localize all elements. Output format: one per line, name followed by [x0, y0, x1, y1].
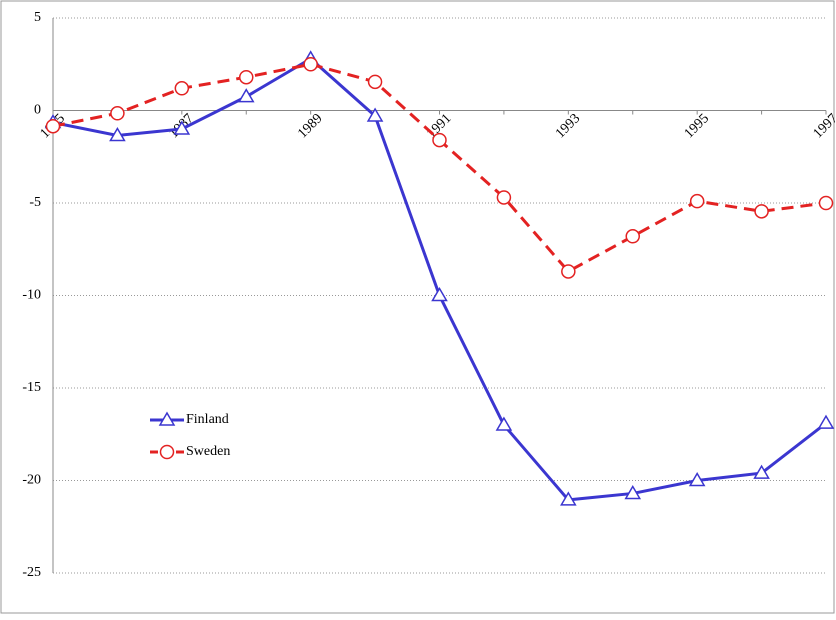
data-point — [366, 107, 384, 122]
y-tick-label: -5 — [29, 195, 41, 210]
y-tick-label: -10 — [22, 288, 41, 303]
data-point — [431, 287, 448, 302]
data-point — [560, 491, 577, 506]
data-point — [239, 69, 254, 85]
data-point — [496, 190, 512, 205]
data-point — [818, 195, 834, 211]
data-point — [688, 472, 706, 487]
data-point — [817, 414, 835, 429]
legend-marker — [159, 444, 175, 460]
data-point — [495, 416, 513, 431]
y-tick-label: -15 — [22, 380, 41, 395]
data-point — [237, 88, 255, 103]
y-tick-label: -25 — [22, 565, 41, 580]
data-point — [561, 264, 576, 279]
legend-label: Finland — [186, 412, 229, 427]
y-tick-label: 5 — [34, 10, 41, 25]
data-point — [753, 464, 770, 479]
data-point — [174, 81, 190, 96]
data-point — [110, 106, 125, 121]
y-tick-label: 0 — [34, 103, 41, 118]
legend-marker — [158, 411, 176, 426]
data-point — [303, 57, 318, 72]
data-point — [625, 229, 640, 244]
data-point — [109, 126, 126, 142]
data-point — [689, 193, 705, 209]
data-point — [173, 120, 191, 135]
y-tick-label: -20 — [22, 473, 41, 488]
data-point — [367, 74, 383, 90]
legend-label: Sweden — [186, 444, 230, 459]
data-point — [45, 118, 61, 134]
data-point — [432, 132, 447, 148]
data-point — [754, 204, 769, 219]
data-point — [624, 484, 642, 500]
